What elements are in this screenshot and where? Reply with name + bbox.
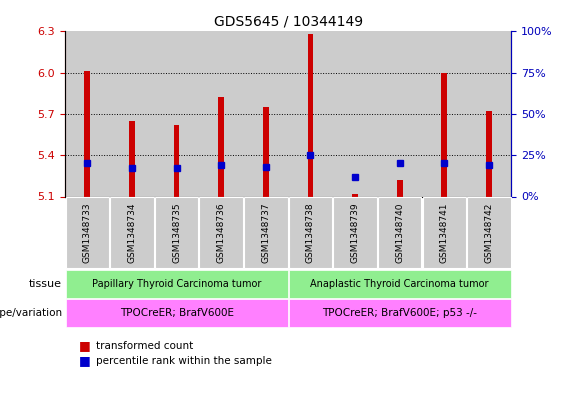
Bar bbox=[377, 31, 422, 196]
Text: GSM1348734: GSM1348734 bbox=[128, 203, 136, 263]
Bar bbox=[173, 125, 180, 196]
Bar bbox=[218, 97, 224, 196]
Bar bbox=[65, 31, 110, 196]
Text: ▶: ▶ bbox=[68, 279, 75, 289]
Text: GSM1348733: GSM1348733 bbox=[83, 202, 92, 263]
Bar bbox=[263, 107, 269, 196]
Bar bbox=[441, 73, 447, 196]
Text: percentile rank within the sample: percentile rank within the sample bbox=[96, 356, 272, 366]
Text: GSM1348742: GSM1348742 bbox=[485, 203, 493, 263]
Bar bbox=[397, 180, 403, 196]
Text: transformed count: transformed count bbox=[96, 341, 193, 351]
Bar bbox=[154, 31, 199, 196]
Bar bbox=[110, 31, 154, 196]
Text: GSM1348741: GSM1348741 bbox=[440, 203, 449, 263]
Text: genotype/variation: genotype/variation bbox=[0, 309, 62, 318]
Bar bbox=[129, 121, 135, 196]
Text: GSM1348737: GSM1348737 bbox=[262, 202, 270, 263]
Title: GDS5645 / 10344149: GDS5645 / 10344149 bbox=[214, 15, 363, 29]
Bar bbox=[486, 111, 492, 196]
Text: GSM1348740: GSM1348740 bbox=[396, 203, 404, 263]
Bar bbox=[199, 31, 244, 196]
Text: TPOCreER; BrafV600E: TPOCreER; BrafV600E bbox=[120, 309, 233, 318]
Bar bbox=[467, 31, 511, 196]
Text: ▶: ▶ bbox=[68, 309, 75, 318]
Bar bbox=[333, 31, 377, 196]
Text: GSM1348735: GSM1348735 bbox=[172, 202, 181, 263]
Text: GSM1348736: GSM1348736 bbox=[217, 202, 225, 263]
Bar bbox=[352, 194, 358, 196]
Text: TPOCreER; BrafV600E; p53 -/-: TPOCreER; BrafV600E; p53 -/- bbox=[322, 309, 477, 318]
Bar bbox=[84, 71, 90, 196]
Text: GSM1348739: GSM1348739 bbox=[351, 202, 359, 263]
Text: tissue: tissue bbox=[29, 279, 62, 289]
Text: ■: ■ bbox=[79, 354, 91, 367]
Text: ■: ■ bbox=[79, 339, 91, 353]
Text: Papillary Thyroid Carcinoma tumor: Papillary Thyroid Carcinoma tumor bbox=[92, 279, 261, 289]
Bar bbox=[307, 34, 314, 197]
Bar bbox=[288, 31, 333, 196]
Text: Anaplastic Thyroid Carcinoma tumor: Anaplastic Thyroid Carcinoma tumor bbox=[311, 279, 489, 289]
Bar bbox=[422, 31, 467, 196]
Bar bbox=[244, 31, 288, 196]
Text: GSM1348738: GSM1348738 bbox=[306, 202, 315, 263]
